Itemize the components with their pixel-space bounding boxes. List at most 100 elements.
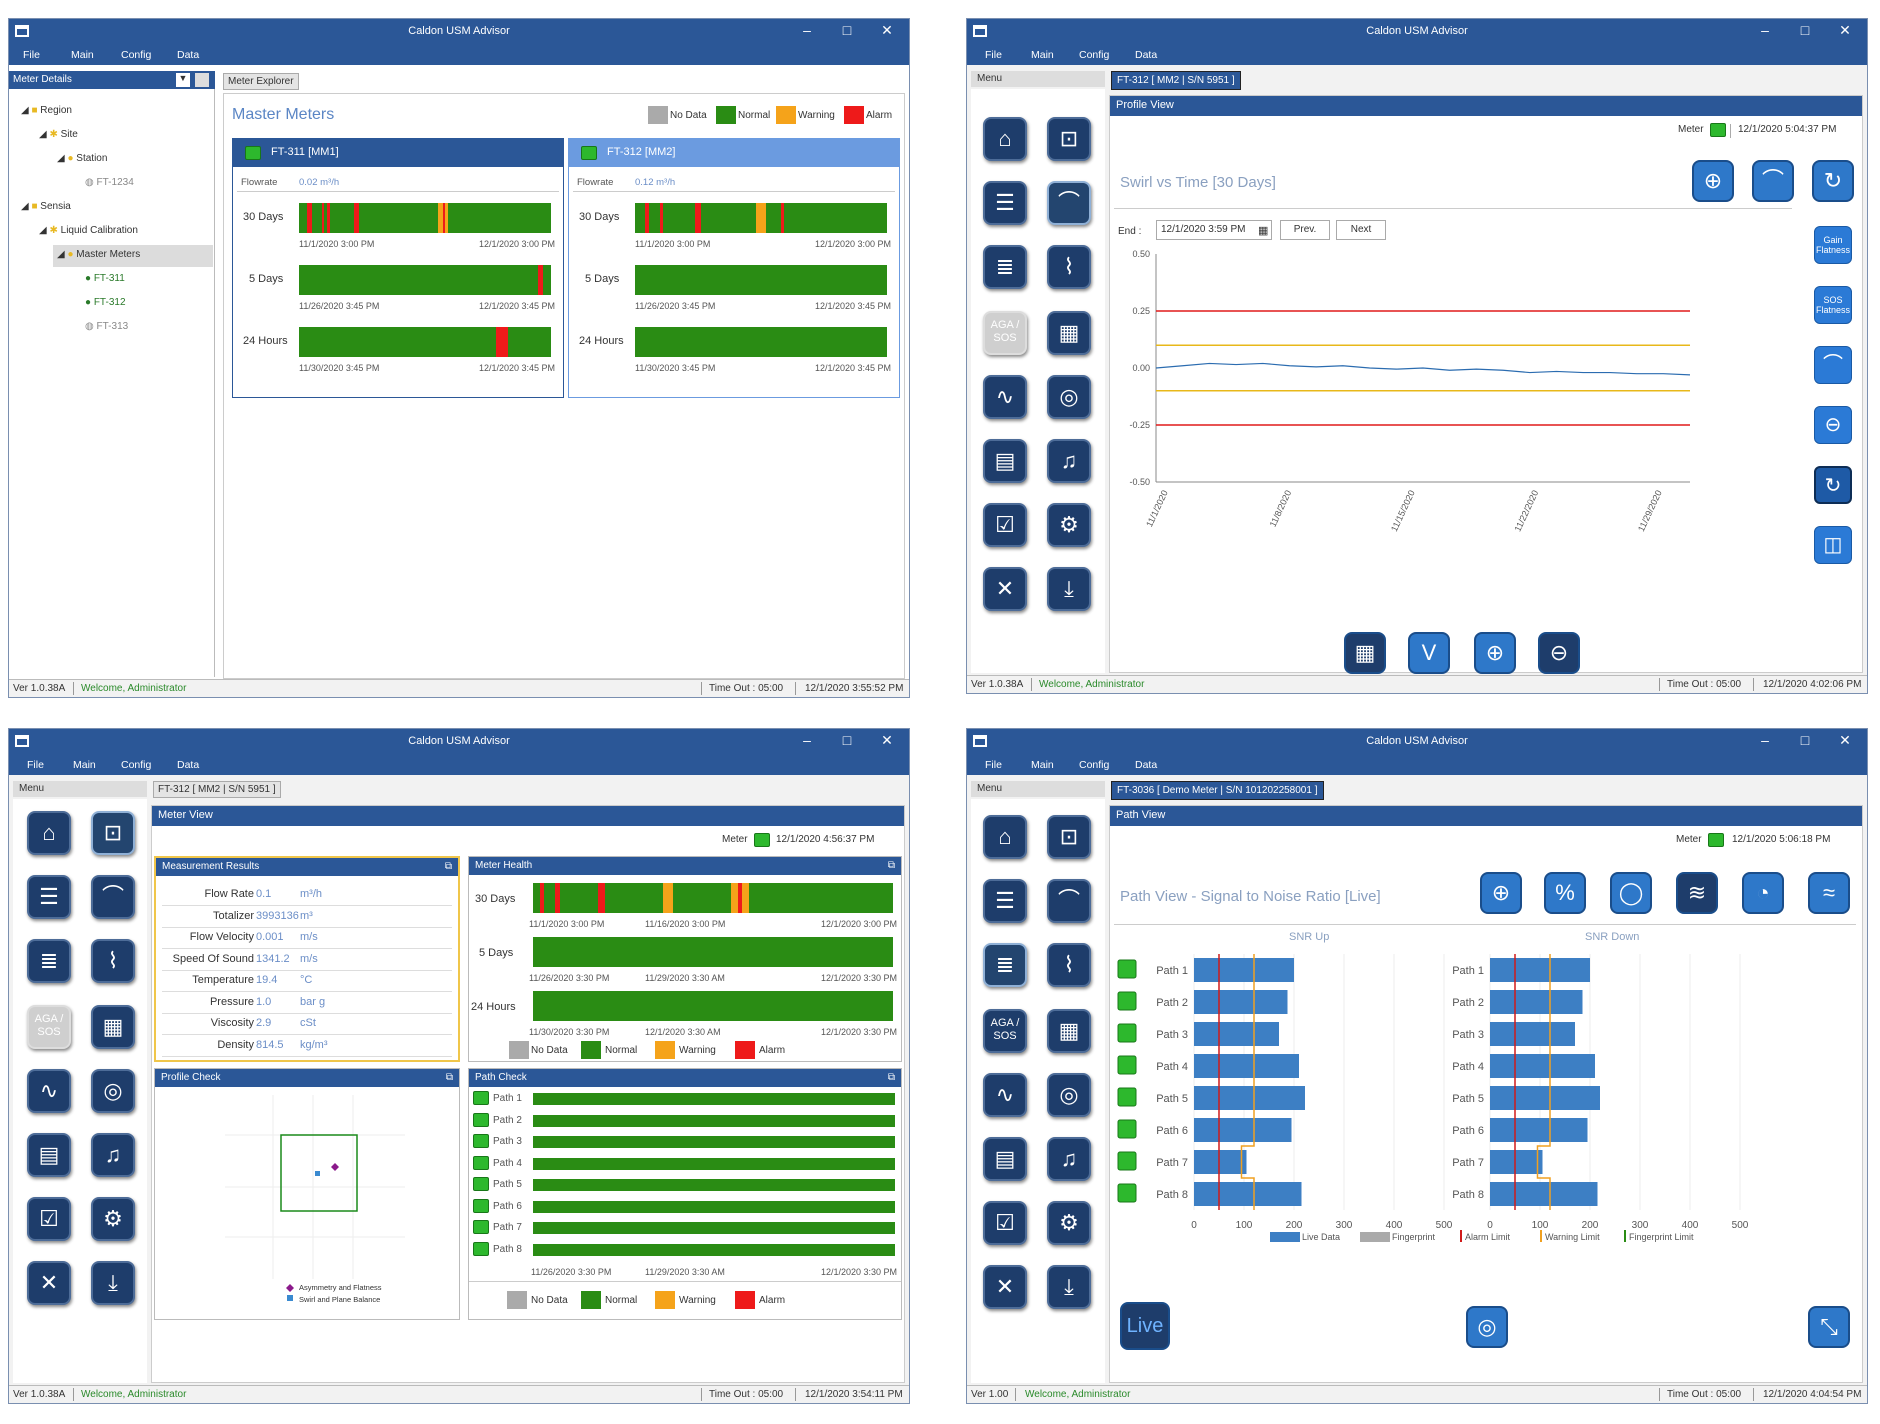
menu-dropdown[interactable]: Menu: [13, 781, 147, 797]
list-icon[interactable]: ☰: [983, 879, 1027, 923]
pin-icon[interactable]: [195, 73, 209, 87]
home-icon[interactable]: ⌂: [983, 815, 1027, 859]
profile-icon[interactable]: ⌒: [1047, 181, 1091, 225]
tree-item-station[interactable]: ◢ ● Station: [57, 153, 108, 164]
settings-gear-icon[interactable]: ⚙: [1047, 1201, 1091, 1245]
aga-sos-icon[interactable]: AGA / SOS: [983, 311, 1027, 355]
fingerprint-icon[interactable]: ◎: [1466, 1306, 1508, 1348]
meter-icon[interactable]: ⊡: [1047, 117, 1091, 161]
maximize-button[interactable]: □: [842, 22, 852, 38]
report-list-icon[interactable]: ≣: [983, 245, 1027, 289]
meter-icon[interactable]: ⊡: [91, 811, 135, 855]
document-icon[interactable]: ▤: [983, 439, 1027, 483]
menu-config[interactable]: Config: [121, 49, 152, 61]
tree-item-ft1234[interactable]: ◍ FT-1234: [85, 177, 134, 188]
close-button[interactable]: ✕: [881, 22, 893, 38]
meter-pipe-icon[interactable]: ⤡: [1808, 1306, 1850, 1348]
menu-data[interactable]: Data: [177, 759, 200, 771]
tree-item-ft313[interactable]: ◍ FT-313: [85, 321, 129, 332]
zoom-in-icon[interactable]: ⊕: [1474, 632, 1516, 674]
menu-data[interactable]: Data: [1135, 49, 1158, 61]
snr-wave-icon[interactable]: ≋: [1676, 872, 1718, 914]
list-icon[interactable]: ☰: [27, 875, 71, 919]
minimize-button[interactable]: –: [803, 22, 811, 38]
menu-dropdown[interactable]: Menu: [971, 71, 1105, 87]
tree-item-site[interactable]: ◢ ✱ Site: [39, 129, 78, 140]
meter-card-ft311[interactable]: FT-311 [MM1] Flowrate 0.02 m³/h 30 Days …: [232, 138, 564, 398]
menu-data[interactable]: Data: [177, 49, 200, 61]
tab-ft312[interactable]: FT-312 [ MM2 | S/N 5951 ]: [153, 781, 281, 798]
plane-balance-icon[interactable]: ⊖: [1814, 406, 1852, 444]
list-icon[interactable]: ☰: [983, 181, 1027, 225]
gauge-icon[interactable]: ◔: [1742, 872, 1784, 914]
aga-sos-icon[interactable]: AGA / SOS: [983, 1009, 1027, 1053]
tree-item-liquid-calibration[interactable]: ◢ ✱ Liquid Calibration: [39, 225, 138, 236]
meter-icon[interactable]: ⊡: [1047, 815, 1091, 859]
tools-icon[interactable]: ✕: [983, 1265, 1027, 1309]
popout-icon[interactable]: ⧉: [887, 1072, 895, 1083]
tools-icon[interactable]: ✕: [27, 1261, 71, 1305]
profile-icon[interactable]: ⌒: [1047, 879, 1091, 923]
report-list-icon[interactable]: ≣: [27, 939, 71, 983]
download-icon[interactable]: ⤓: [1047, 1265, 1091, 1309]
zoom-out-icon[interactable]: ⊖: [1538, 632, 1580, 674]
table-icon[interactable]: ▦: [91, 1005, 135, 1049]
tab-ft312[interactable]: FT-312 [ MM2 | S/N 5951 ]: [1111, 71, 1241, 90]
popout-icon[interactable]: ⧉: [887, 860, 895, 871]
menu-file[interactable]: File: [23, 49, 40, 61]
meter-card-ft312[interactable]: FT-312 [MM2] Flowrate 0.12 m³/h 30 Days …: [568, 138, 900, 398]
end-date-field[interactable]: 12/1/2020 3:59 PM: [1156, 220, 1272, 240]
close-button[interactable]: ✕: [1839, 22, 1851, 38]
download-icon[interactable]: ⤓: [1047, 567, 1091, 611]
minimize-button[interactable]: –: [1761, 22, 1769, 38]
calendar-history-icon[interactable]: ▦: [1344, 632, 1386, 674]
close-button[interactable]: ✕: [1839, 732, 1851, 748]
download-icon[interactable]: ⤓: [91, 1261, 135, 1305]
bell-icon[interactable]: ♫: [1047, 1137, 1091, 1181]
maximize-button[interactable]: □: [842, 732, 852, 748]
popout-icon[interactable]: ⧉: [445, 1072, 453, 1083]
maximize-button[interactable]: □: [1800, 732, 1810, 748]
menu-data[interactable]: Data: [1135, 759, 1158, 771]
tab-meter-explorer[interactable]: Meter Explorer: [223, 73, 299, 90]
profile-icon[interactable]: ⌒: [91, 875, 135, 919]
menu-config[interactable]: Config: [1079, 49, 1110, 61]
bell-icon[interactable]: ♫: [1047, 439, 1091, 483]
tree-item-sensia[interactable]: ◢ ■ Sensia: [21, 201, 71, 212]
flat-profile-icon[interactable]: ⌒: [1814, 346, 1852, 384]
menu-main[interactable]: Main: [1031, 49, 1054, 61]
trend-chart-icon[interactable]: ⌇: [91, 939, 135, 983]
document-icon[interactable]: ▤: [983, 1137, 1027, 1181]
calendar-icon[interactable]: ☑: [983, 503, 1027, 547]
prev-button[interactable]: Prev.: [1280, 220, 1330, 240]
fingerprint-icon[interactable]: ◎: [1047, 1073, 1091, 1117]
menu-main[interactable]: Main: [73, 759, 96, 771]
menu-file[interactable]: File: [27, 759, 44, 771]
home-icon[interactable]: ⌂: [983, 117, 1027, 161]
circle-icon[interactable]: ◯: [1610, 872, 1652, 914]
table-icon[interactable]: ▦: [1047, 311, 1091, 355]
tree-item-master-meters[interactable]: ◢ ● Master Meters: [53, 245, 213, 267]
calendar-icon[interactable]: ☑: [983, 1201, 1027, 1245]
tab-ft3036[interactable]: FT-3036 [ Demo Meter | S/N 101202258001 …: [1111, 781, 1324, 800]
maximize-button[interactable]: □: [1800, 22, 1810, 38]
menu-file[interactable]: File: [985, 759, 1002, 771]
menu-config[interactable]: Config: [121, 759, 152, 771]
fingerprint-icon[interactable]: ◎: [91, 1069, 135, 1113]
turbulence-icon[interactable]: ≈: [1808, 872, 1850, 914]
popout-icon[interactable]: ⧉: [444, 861, 452, 872]
menu-config[interactable]: Config: [1079, 759, 1110, 771]
minimize-button[interactable]: –: [803, 732, 811, 748]
aga-sos-icon[interactable]: AGA / SOS: [27, 1005, 71, 1049]
tree-item-region[interactable]: ◢ ■ Region: [21, 105, 72, 116]
menu-main[interactable]: Main: [1031, 759, 1054, 771]
globe-icon[interactable]: ⊕: [1480, 872, 1522, 914]
waveform-icon[interactable]: ∿: [27, 1069, 71, 1113]
swirl-icon[interactable]: ↻: [1812, 160, 1854, 202]
trend-chart-icon[interactable]: ⌇: [1047, 943, 1091, 987]
trend-chart-icon[interactable]: ⌇: [1047, 245, 1091, 289]
tree-item-ft312[interactable]: ● FT-312: [85, 297, 126, 308]
close-button[interactable]: ✕: [881, 732, 893, 748]
tools-icon[interactable]: ✕: [983, 567, 1027, 611]
minimize-button[interactable]: –: [1761, 732, 1769, 748]
